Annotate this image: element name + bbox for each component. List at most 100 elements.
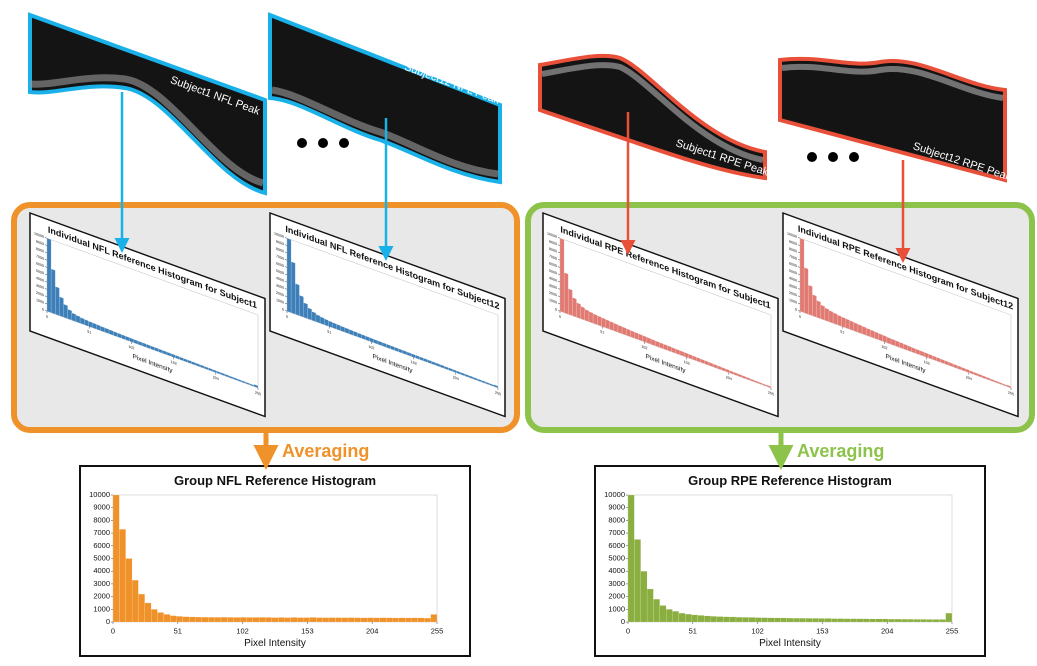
bar xyxy=(692,615,698,622)
bar xyxy=(825,308,829,322)
x-tick-label: 204 xyxy=(881,626,894,635)
bar xyxy=(310,617,316,622)
oct-image: Subject1 RPE Peak xyxy=(540,56,770,179)
bar xyxy=(901,619,907,622)
y-tick-label: 1000 xyxy=(93,604,110,613)
chart-title: Group NFL Reference Histogram xyxy=(174,473,376,488)
bar xyxy=(804,267,808,314)
y-tick-label: 4000 xyxy=(93,566,110,575)
bar xyxy=(869,619,875,622)
bar xyxy=(793,618,799,622)
bar xyxy=(614,323,618,332)
y-tick-label: 0 xyxy=(42,307,44,312)
bar xyxy=(606,319,610,329)
bar xyxy=(946,613,952,622)
x-tick-label: 0 xyxy=(111,626,115,635)
bar xyxy=(386,618,392,622)
bar xyxy=(208,617,214,622)
bar xyxy=(800,618,806,622)
bar xyxy=(126,559,132,623)
x-tick-label: 153 xyxy=(816,626,829,635)
x-tick-label: 0 xyxy=(46,314,48,319)
bar xyxy=(157,612,163,622)
bar xyxy=(304,303,308,319)
bar xyxy=(189,617,195,622)
x-tick-label: 153 xyxy=(301,626,314,635)
bar xyxy=(234,617,240,622)
bar xyxy=(761,618,767,622)
y-tick-label: 9000 xyxy=(608,503,625,512)
y-tick-label: 8000 xyxy=(93,515,110,524)
y-tick-label: 5000 xyxy=(608,553,625,562)
bar xyxy=(564,273,568,315)
oct-image: Subject1 NFL Peak xyxy=(30,15,265,193)
bar xyxy=(908,619,914,622)
bar xyxy=(295,284,299,316)
bar xyxy=(933,619,939,622)
y-tick-label: 10000 xyxy=(604,490,625,499)
bar xyxy=(866,328,870,337)
y-tick-label: 3000 xyxy=(608,579,625,588)
bar xyxy=(844,619,850,622)
bar xyxy=(838,619,844,622)
bar xyxy=(59,297,63,317)
bar xyxy=(215,617,221,622)
bar xyxy=(730,617,736,622)
bar xyxy=(717,617,723,622)
y-tick-label: 4000 xyxy=(608,566,625,575)
bar xyxy=(164,614,170,622)
bar xyxy=(278,617,284,622)
bar xyxy=(380,618,386,622)
bar xyxy=(850,619,856,622)
y-tick-label: 2000 xyxy=(608,592,625,601)
bar xyxy=(342,618,348,622)
bar xyxy=(560,238,564,313)
bar xyxy=(837,315,841,326)
bar xyxy=(170,616,176,622)
bar xyxy=(825,618,831,622)
bar xyxy=(821,305,825,320)
bar xyxy=(846,319,850,330)
bar xyxy=(817,300,821,318)
bar xyxy=(55,286,59,315)
y-tick-label: 6000 xyxy=(608,541,625,550)
bar xyxy=(829,310,833,323)
x-tick-label: 51 xyxy=(689,626,697,635)
bar xyxy=(874,332,878,340)
bar xyxy=(64,304,68,319)
bar xyxy=(672,611,678,622)
bar xyxy=(253,617,259,622)
bar xyxy=(373,618,379,622)
bar xyxy=(888,619,894,622)
bar xyxy=(850,320,854,330)
plot-area xyxy=(628,495,952,622)
y-tick-label: 0 xyxy=(621,617,625,626)
bar xyxy=(618,325,622,334)
page: Subject1 NFL Peak Subject12 NFL Peak Sub… xyxy=(0,0,1037,666)
bar xyxy=(854,322,858,332)
x-tick-label: 255 xyxy=(946,626,959,635)
averaging-label: Averaging xyxy=(282,441,369,461)
bar xyxy=(287,238,291,313)
bar xyxy=(196,617,202,622)
bar xyxy=(768,618,774,622)
bar xyxy=(585,309,589,321)
y-tick-label: 0 xyxy=(795,307,797,312)
histogram-panel: 0100020003000400050006000700080009000100… xyxy=(80,466,470,656)
bar xyxy=(622,327,626,336)
bar xyxy=(393,618,399,622)
averaging-label: Averaging xyxy=(797,441,884,461)
bar xyxy=(831,619,837,622)
plot-area xyxy=(113,495,437,622)
y-tick-label: 2000 xyxy=(93,592,110,601)
bar xyxy=(882,619,888,622)
bar xyxy=(151,609,157,622)
bar xyxy=(304,618,310,622)
y-tick-label: 0 xyxy=(555,307,557,312)
bar xyxy=(183,617,189,622)
bar xyxy=(113,495,119,622)
x-tick-label: 255 xyxy=(431,626,444,635)
y-tick-label: 3000 xyxy=(93,579,110,588)
bar xyxy=(316,314,320,323)
bar xyxy=(628,495,634,622)
